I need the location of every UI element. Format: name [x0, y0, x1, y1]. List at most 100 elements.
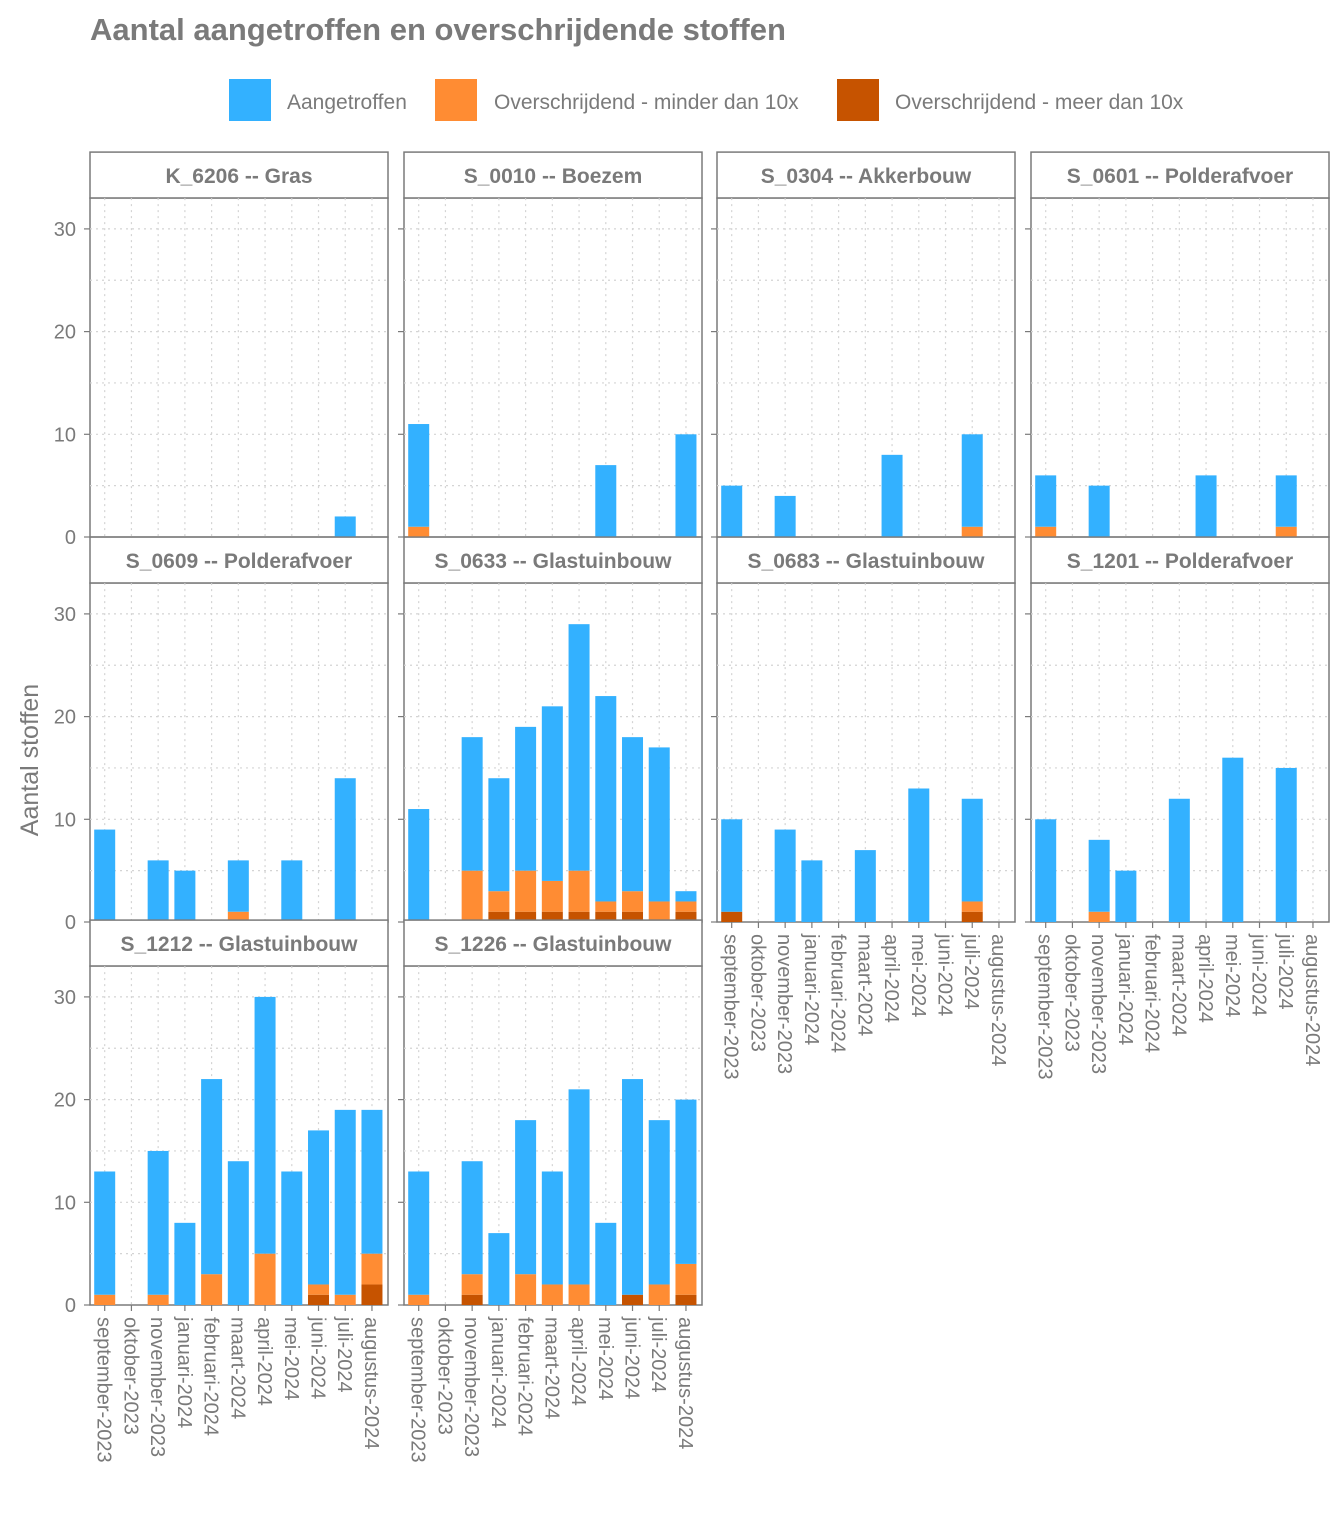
- panel-s_1201: S_1201 -- Polderafvoer september-2023 okto…: [1025, 536, 1330, 1080]
- x-tick-label: januari-2024: [173, 1316, 195, 1428]
- y-tick-label: 10: [54, 809, 76, 831]
- x-tick-label: september-2023: [93, 1317, 115, 1463]
- bar-meer: [361, 1284, 383, 1305]
- bar-aangetroffen: [721, 819, 743, 912]
- bar-aangetroffen: [881, 454, 903, 537]
- legend-swatch-aangetroffen: [229, 79, 271, 121]
- bar-minder: [568, 1284, 590, 1305]
- y-tick-label: 0: [65, 1295, 76, 1317]
- x-tick-label: juni-2024: [1248, 933, 1270, 1016]
- bar-minder: [488, 891, 510, 912]
- panel-s_1212: S_1212 -- Glastuinbouw 0 10 20 30 september-2…: [54, 919, 389, 1463]
- bar-minder: [541, 880, 563, 912]
- bar-aangetroffen: [721, 485, 743, 537]
- bar-aangetroffen: [648, 1120, 670, 1285]
- x-tick-label: juli-2024: [1274, 933, 1296, 1010]
- bar-aangetroffen: [675, 891, 697, 902]
- bar-aangetroffen: [408, 809, 430, 922]
- bar-aangetroffen: [961, 434, 983, 527]
- bar-aangetroffen: [408, 1171, 430, 1295]
- y-tick-label: 10: [54, 1192, 76, 1214]
- bar-aangetroffen: [94, 1171, 116, 1295]
- panel-title: S_1226 -- Glastuinbouw: [435, 933, 673, 956]
- bar-aangetroffen: [595, 696, 617, 902]
- x-tick-label: maart-2024: [853, 934, 875, 1036]
- bar-minder: [201, 1274, 223, 1305]
- y-tick-label: 30: [54, 604, 76, 626]
- bar-meer: [622, 911, 644, 922]
- legend-swatch-meer: [837, 79, 879, 121]
- bar-aangetroffen: [648, 747, 670, 902]
- bar-aangetroffen: [334, 1109, 356, 1295]
- bar-meer: [675, 911, 697, 922]
- legend-swatch-minder: [435, 79, 477, 121]
- bar-meer: [461, 1294, 483, 1305]
- x-tick-label: januari-2024: [800, 933, 822, 1045]
- x-tick-label: november-2023: [1087, 934, 1109, 1074]
- x-tick-label: april-2024: [1194, 934, 1216, 1023]
- x-tick-label: oktober-2023: [746, 934, 768, 1052]
- bar-aangetroffen: [1115, 870, 1137, 922]
- x-tick-label: november-2023: [773, 934, 795, 1074]
- bar-minder: [408, 526, 430, 537]
- y-tick-label: 30: [54, 987, 76, 1009]
- x-tick-label: oktober-2023: [1060, 934, 1082, 1052]
- bar-minder: [461, 870, 483, 922]
- bar-aangetroffen: [1035, 819, 1057, 922]
- panel-strip: [716, 151, 1016, 199]
- bar-aangetroffen: [488, 778, 510, 892]
- bar-meer: [308, 1294, 330, 1305]
- x-tick-label: juli-2024: [647, 1316, 669, 1393]
- bar-aangetroffen: [801, 860, 823, 922]
- x-tick-label: augustus-2024: [674, 1317, 696, 1449]
- x-tick-label: oktober-2023: [119, 1317, 141, 1435]
- bar-meer: [568, 911, 590, 922]
- x-tick-label: mei-2024: [1221, 934, 1243, 1017]
- bar-aangetroffen: [227, 860, 249, 912]
- panel-strip: [403, 536, 703, 584]
- x-tick-label: mei-2024: [280, 1317, 302, 1400]
- x-tick-label: juni-2024: [621, 1316, 643, 1399]
- bar-aangetroffen: [147, 1150, 169, 1295]
- bar-minder: [461, 1274, 483, 1295]
- panel-s_0683: S_0683 -- Glastuinbouw september-2023 okto…: [711, 536, 1016, 1080]
- bar-aangetroffen: [541, 706, 563, 881]
- x-tick-label: maart-2024: [226, 1317, 248, 1419]
- bar-minder: [595, 901, 617, 912]
- bar-minder: [961, 526, 983, 537]
- bar-aangetroffen: [515, 1120, 537, 1275]
- bar-aangetroffen: [281, 1171, 303, 1305]
- bar-aangetroffen: [1222, 757, 1244, 922]
- bar-aangetroffen: [334, 778, 356, 922]
- bar-aangetroffen: [1275, 767, 1297, 922]
- bar-minder: [515, 1274, 537, 1305]
- bar-meer: [515, 911, 537, 922]
- bar-minder: [334, 1294, 356, 1305]
- x-tick-label: februari-2024: [827, 934, 849, 1053]
- bar-aangetroffen: [622, 1079, 644, 1295]
- bar-aangetroffen: [1088, 839, 1110, 912]
- bar-aangetroffen: [147, 860, 169, 922]
- x-tick-label: augustus-2024: [360, 1317, 382, 1449]
- bar-minder: [648, 1284, 670, 1305]
- panel-title: S_0609 -- Polderafvoer: [126, 550, 352, 573]
- x-tick-label: september-2023: [407, 1317, 429, 1463]
- bar-aangetroffen: [461, 737, 483, 871]
- x-tick-label: mei-2024: [594, 1317, 616, 1400]
- bar-minder: [1275, 526, 1297, 537]
- bar-aangetroffen: [541, 1171, 563, 1285]
- panels: K_6206 -- Gras 0 10 20 30 S_0010 -- Boezem S_0…: [54, 151, 1330, 1463]
- panel-k_6206: K_6206 -- Gras 0 10 20 30: [54, 151, 389, 549]
- panel-s_0633: S_0633 -- Glastuinbouw: [398, 536, 703, 923]
- bar-meer: [721, 911, 743, 922]
- panel-title: K_6206 -- Gras: [165, 165, 312, 188]
- x-tick-label: augustus-2024: [987, 934, 1009, 1066]
- panel-strip: [89, 151, 389, 199]
- bar-aangetroffen: [675, 1099, 697, 1264]
- bar-minder: [515, 870, 537, 912]
- legend: Aangetroffen Overschrijdend - minder dan…: [229, 79, 1184, 121]
- bar-aangetroffen: [854, 850, 876, 922]
- bar-minder: [227, 911, 249, 922]
- bar-minder: [1035, 526, 1057, 537]
